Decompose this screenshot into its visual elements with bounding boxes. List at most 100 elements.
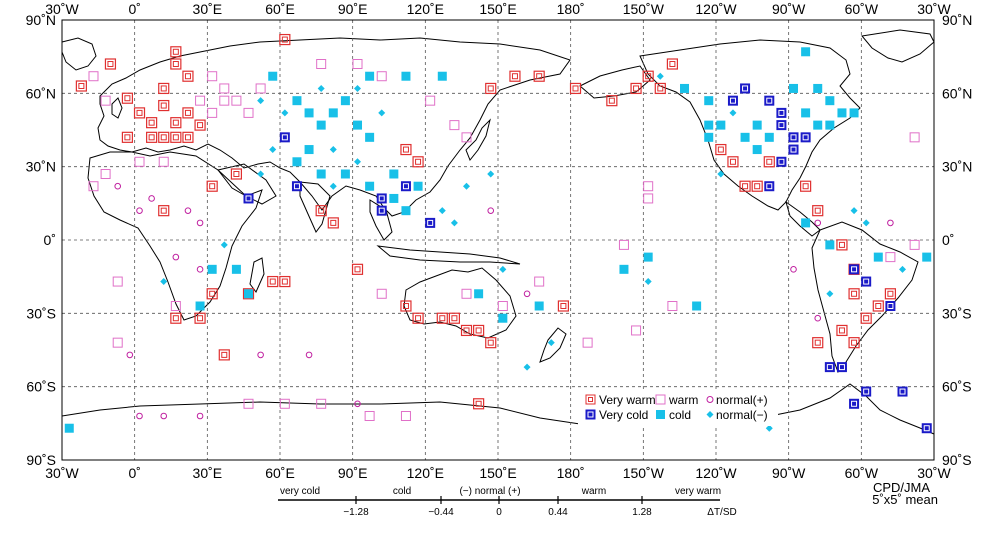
station-normal-minus [656, 72, 664, 80]
station-very-warm [170, 117, 182, 129]
scale-tick-1: −1.28 [343, 507, 369, 518]
top-longitude-labels: 30˚W 0˚ 30˚E 60˚E 90˚E 120˚E 150˚E 180˚ 150˚W 120… [45, 1, 951, 17]
legend-cold: cold [656, 408, 691, 422]
station-very-warm [715, 143, 727, 156]
bottom-lon-label: 90˚E [338, 465, 368, 481]
station-normal-plus [114, 182, 122, 190]
station-cold [716, 120, 726, 130]
station-cold [292, 157, 302, 167]
station-very-warm [763, 156, 775, 168]
station-warm [425, 95, 436, 106]
station-very-warm [473, 324, 485, 337]
station-warm [255, 83, 266, 94]
station-very-warm [557, 300, 570, 312]
anomaly-scale: very cold cold (−) normal (+) warm very … [278, 486, 737, 518]
station-normal-minus [717, 170, 725, 178]
map-frame [61, 19, 935, 461]
bottom-lon-label: 180˚ [557, 465, 585, 481]
station-normal-minus [257, 97, 265, 105]
scale-tick-2: −0.44 [428, 507, 454, 518]
station-cold [304, 145, 314, 155]
station-warm [376, 71, 387, 82]
top-lon-label: 30˚W [45, 1, 79, 17]
bottom-lon-label: 150˚W [623, 465, 665, 481]
scale-tick-4: 0.44 [548, 507, 568, 518]
station-very-warm [642, 70, 654, 82]
station-very-warm [812, 205, 824, 217]
legend-normal-minus-label: normal(−) [716, 408, 768, 422]
bottom-longitude-labels: 30˚W 0˚ 30˚E 60˚E 90˚E 120˚E 150˚E 180˚ 150˚W 120… [45, 465, 951, 481]
station-very-warm [800, 180, 812, 192]
station-warm [400, 411, 411, 421]
top-lon-label: 120˚W [695, 1, 737, 17]
station-very-warm [170, 58, 182, 70]
map-area [61, 19, 935, 461]
station-very-cold [836, 362, 847, 373]
station-normal-minus [523, 363, 531, 371]
coastline-madagascar [249, 257, 265, 293]
station-very-warm [606, 95, 618, 107]
scale-tick-3: 0 [496, 507, 502, 518]
legend-very-warm-label: Very warm [599, 393, 656, 407]
station-very-warm [400, 300, 412, 312]
station-very-cold [764, 181, 775, 192]
station-normal-minus [354, 158, 362, 166]
station-very-warm [146, 117, 158, 129]
station-very-warm [860, 312, 872, 324]
bottom-lon-label: 30˚W [45, 465, 79, 481]
station-very-warm [194, 119, 206, 131]
station-warm [618, 239, 629, 250]
station-normal-minus [850, 207, 858, 215]
station-warm [643, 193, 654, 204]
right-lat-label: 60˚S [942, 379, 972, 395]
station-very-warm [739, 180, 751, 192]
station-very-cold [776, 120, 787, 131]
station-cold [316, 120, 326, 130]
station-very-cold [776, 107, 787, 118]
station-cold [316, 169, 326, 179]
station-very-warm [75, 80, 87, 92]
station-cold [401, 71, 411, 81]
station-normal-minus [547, 339, 555, 347]
station-very-cold [861, 386, 872, 397]
station-cold [413, 181, 423, 191]
legend-very-cold-label: Very cold [599, 408, 648, 422]
bottom-lon-label: 60˚E [265, 465, 295, 481]
credit: CPD/JMA 5˚x5˚ mean [872, 480, 938, 507]
coastline-southamerica [811, 221, 919, 373]
top-lon-label: 150˚W [623, 1, 665, 17]
station-normal-plus [487, 207, 495, 214]
scale-cat-cold: cold [393, 486, 411, 497]
station-warm [667, 301, 678, 311]
station-warm [88, 181, 99, 192]
station-very-warm [133, 107, 146, 119]
scale-cat-normal: (−) normal (+) [459, 486, 520, 497]
coastline-newzealand [539, 327, 567, 363]
station-warm [461, 132, 472, 143]
legend-cold-label: cold [669, 408, 691, 422]
station-warm [643, 181, 654, 192]
station-very-warm [727, 156, 739, 168]
station-very-cold [849, 264, 860, 275]
station-very-warm [158, 205, 170, 217]
station-cold [825, 120, 835, 130]
station-very-warm [533, 70, 545, 82]
station-normal-plus [354, 400, 361, 408]
station-normal-plus [305, 351, 313, 359]
station-normal-minus [160, 278, 168, 286]
station-cold [740, 132, 750, 142]
station-normal-minus [862, 219, 870, 227]
station-warm [534, 276, 545, 287]
right-lat-label: 0˚ [942, 232, 954, 248]
legend-warm-label: warm [668, 393, 698, 407]
station-cold [401, 206, 411, 216]
station-very-cold [243, 193, 254, 204]
station-very-warm [121, 92, 134, 104]
station-cold [801, 108, 811, 118]
station-very-warm [836, 324, 848, 337]
coastline-india [299, 181, 331, 233]
station-very-warm [182, 131, 194, 143]
station-warm [631, 325, 642, 336]
top-lon-label: 180˚ [557, 1, 585, 17]
station-warm [316, 398, 327, 409]
